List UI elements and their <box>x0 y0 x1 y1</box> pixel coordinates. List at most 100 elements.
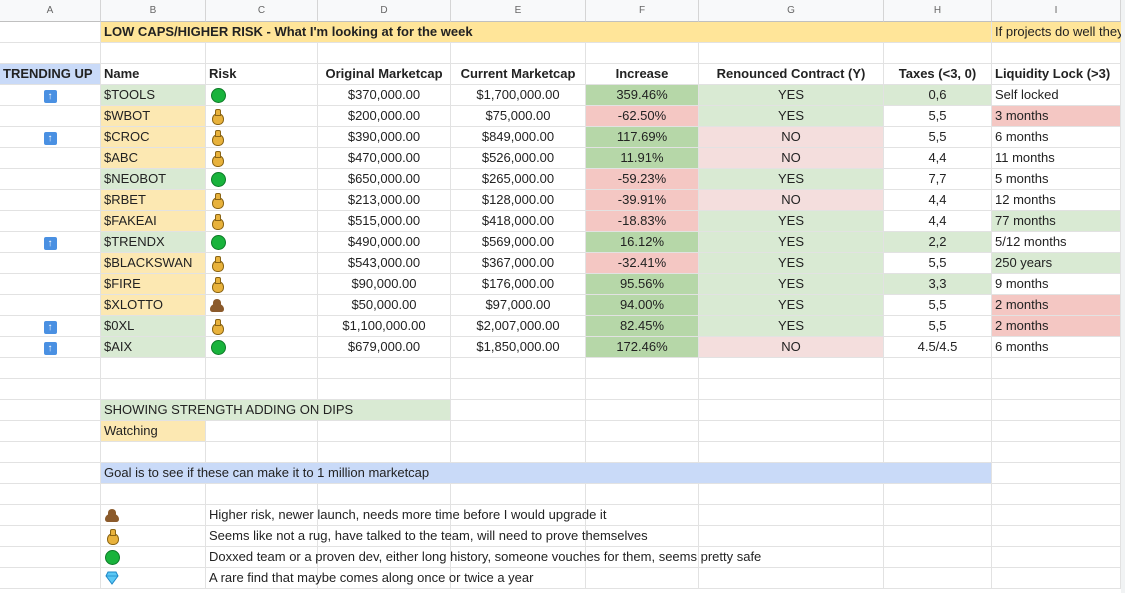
column-header-f[interactable]: F <box>586 0 699 22</box>
grid-cell[interactable] <box>992 484 1121 505</box>
grid-cell[interactable] <box>992 43 1121 64</box>
token-name[interactable]: $ABC <box>101 148 206 169</box>
taxes[interactable]: 7,7 <box>884 169 992 190</box>
original-marketcap[interactable]: $470,000.00 <box>318 148 451 169</box>
header-increase[interactable]: Increase <box>586 64 699 85</box>
current-marketcap[interactable]: $1,700,000.00 <box>451 85 586 106</box>
grid-cell[interactable] <box>586 484 699 505</box>
grid-cell[interactable] <box>992 358 1121 379</box>
token-name[interactable]: $FIRE <box>101 274 206 295</box>
trending-cell[interactable] <box>0 274 101 295</box>
risk-cell[interactable] <box>206 232 318 253</box>
original-marketcap[interactable]: $515,000.00 <box>318 211 451 232</box>
grid-cell[interactable] <box>0 43 101 64</box>
grid-cell[interactable] <box>0 463 101 484</box>
vertical-scrollbar[interactable] <box>1121 0 1125 593</box>
original-marketcap[interactable]: $543,000.00 <box>318 253 451 274</box>
risk-cell[interactable] <box>206 316 318 337</box>
taxes[interactable]: 4,4 <box>884 148 992 169</box>
grid-cell[interactable] <box>0 358 101 379</box>
increase-percent[interactable]: 16.12% <box>586 232 699 253</box>
liquidity-lock[interactable]: 6 months <box>992 127 1121 148</box>
grid-cell[interactable] <box>0 22 101 43</box>
grid-cell[interactable] <box>101 379 206 400</box>
grid-cell[interactable] <box>992 421 1121 442</box>
column-header-i[interactable]: I <box>992 0 1121 22</box>
token-name[interactable]: $TOOLS <box>101 85 206 106</box>
grid-cell[interactable] <box>992 379 1121 400</box>
grid-cell[interactable] <box>992 442 1121 463</box>
current-marketcap[interactable]: $176,000.00 <box>451 274 586 295</box>
increase-percent[interactable]: -32.41% <box>586 253 699 274</box>
risk-cell[interactable] <box>206 253 318 274</box>
grid-cell[interactable] <box>0 379 101 400</box>
grid-cell[interactable] <box>586 379 699 400</box>
grid-cell[interactable] <box>0 526 101 547</box>
risk-legend-icon-cell[interactable] <box>101 526 206 547</box>
original-marketcap[interactable]: $650,000.00 <box>318 169 451 190</box>
increase-percent[interactable]: 172.46% <box>586 337 699 358</box>
token-name[interactable]: $RBET <box>101 190 206 211</box>
trending-cell[interactable] <box>0 148 101 169</box>
liquidity-lock[interactable]: Self locked <box>992 85 1121 106</box>
token-name[interactable]: $TRENDX <box>101 232 206 253</box>
increase-percent[interactable]: 95.56% <box>586 274 699 295</box>
grid-cell[interactable] <box>0 484 101 505</box>
current-marketcap[interactable]: $1,850,000.00 <box>451 337 586 358</box>
risk-cell[interactable] <box>206 148 318 169</box>
increase-percent[interactable]: 94.00% <box>586 295 699 316</box>
renounced-contract[interactable]: YES <box>699 211 884 232</box>
grid-cell[interactable] <box>884 442 992 463</box>
grid-cell[interactable] <box>0 400 101 421</box>
liquidity-lock[interactable]: 11 months <box>992 148 1121 169</box>
grid-cell[interactable] <box>101 358 206 379</box>
grid-cell[interactable] <box>318 442 451 463</box>
renounced-contract[interactable]: NO <box>699 127 884 148</box>
legend-watching[interactable]: Watching <box>101 421 206 442</box>
original-marketcap[interactable]: $213,000.00 <box>318 190 451 211</box>
grid-cell[interactable] <box>206 421 318 442</box>
trending-cell[interactable] <box>0 253 101 274</box>
taxes[interactable]: 4,4 <box>884 190 992 211</box>
legend-strength[interactable]: SHOWING STRENGTH ADDING ON DIPS <box>101 400 451 421</box>
grid-cell[interactable] <box>0 505 101 526</box>
grid-cell[interactable] <box>992 400 1121 421</box>
goal-note[interactable]: Goal is to see if these can make it to 1… <box>101 463 992 484</box>
renounced-contract[interactable]: NO <box>699 337 884 358</box>
current-marketcap[interactable]: $128,000.00 <box>451 190 586 211</box>
current-marketcap[interactable]: $526,000.00 <box>451 148 586 169</box>
renounced-contract[interactable]: NO <box>699 148 884 169</box>
grid-cell[interactable] <box>206 358 318 379</box>
renounced-contract[interactable]: YES <box>699 85 884 106</box>
renounced-contract[interactable]: YES <box>699 106 884 127</box>
trending-cell[interactable]: ↑ <box>0 85 101 106</box>
taxes[interactable]: 3,3 <box>884 274 992 295</box>
risk-cell[interactable] <box>206 85 318 106</box>
increase-percent[interactable]: 11.91% <box>586 148 699 169</box>
taxes[interactable]: 5,5 <box>884 106 992 127</box>
grid-cell[interactable] <box>699 442 884 463</box>
trending-cell[interactable]: ↑ <box>0 316 101 337</box>
header-trending[interactable]: TRENDING UP <box>0 64 101 85</box>
original-marketcap[interactable]: $50,000.00 <box>318 295 451 316</box>
header-taxes[interactable]: Taxes (<3, 0) <box>884 64 992 85</box>
grid-cell[interactable] <box>318 484 451 505</box>
current-marketcap[interactable]: $2,007,000.00 <box>451 316 586 337</box>
risk-cell[interactable] <box>206 169 318 190</box>
original-marketcap[interactable]: $390,000.00 <box>318 127 451 148</box>
grid-cell[interactable] <box>0 568 101 589</box>
token-name[interactable]: $XLOTTO <box>101 295 206 316</box>
risk-cell[interactable] <box>206 211 318 232</box>
grid-cell[interactable] <box>206 43 318 64</box>
trending-cell[interactable] <box>0 169 101 190</box>
trending-cell[interactable]: ↑ <box>0 232 101 253</box>
side-note[interactable]: If projects do well they <box>992 22 1125 43</box>
grid-cell[interactable] <box>451 400 586 421</box>
token-name[interactable]: $AIX <box>101 337 206 358</box>
column-header-h[interactable]: H <box>884 0 992 22</box>
original-marketcap[interactable]: $1,100,000.00 <box>318 316 451 337</box>
current-marketcap[interactable]: $75,000.00 <box>451 106 586 127</box>
trending-cell[interactable]: ↑ <box>0 127 101 148</box>
current-marketcap[interactable]: $97,000.00 <box>451 295 586 316</box>
grid-cell[interactable] <box>0 442 101 463</box>
